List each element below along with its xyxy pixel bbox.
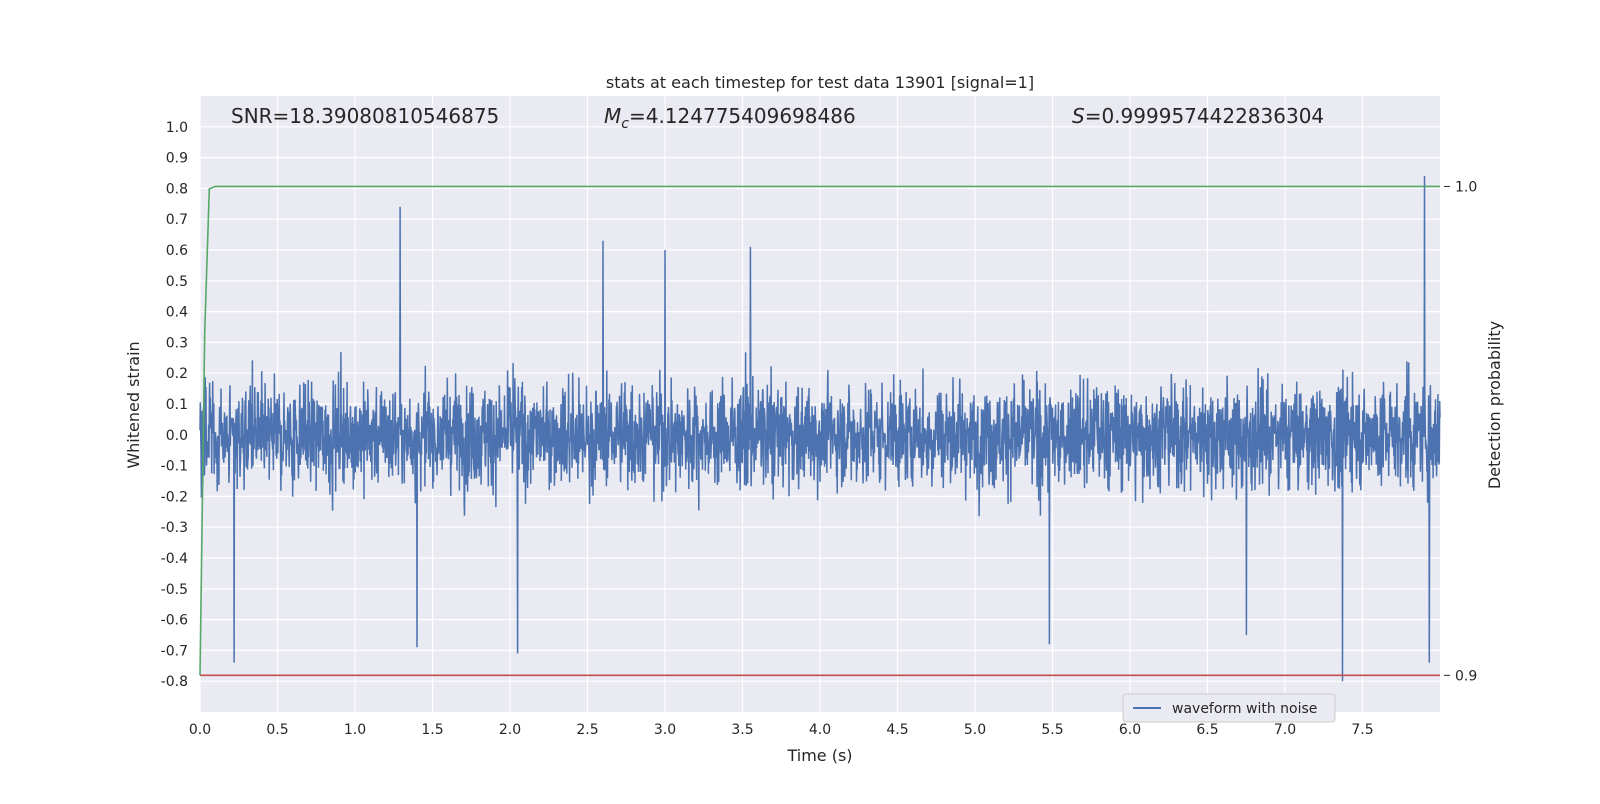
legend-label: waveform with noise <box>1172 701 1317 717</box>
y-tick-label: -0.7 <box>161 643 188 659</box>
x-tick-label: 0.5 <box>266 722 288 738</box>
x-ticks: 0.0 0.5 1.0 1.5 2.0 2.5 3.0 3.5 4.0 4.5 5.0 5.5 6.0 6… <box>189 722 1374 738</box>
x-tick-label: 2.5 <box>576 722 598 738</box>
x-axis-label: Time (s) <box>786 746 852 765</box>
waveform-line <box>199 176 1441 682</box>
legend: waveform with noise <box>1122 693 1336 723</box>
y-tick-label: 0.9 <box>166 151 188 167</box>
series-waveform <box>199 176 1441 682</box>
y2-ticks: 1.0 0.9 <box>1444 179 1477 684</box>
y-tick-label: 0.3 <box>166 335 188 351</box>
s-symbol: S <box>1072 104 1085 128</box>
y-tick-label: 0.4 <box>166 305 188 321</box>
y-tick-label: 0.7 <box>166 212 188 228</box>
y-tick-label: -0.1 <box>161 459 188 475</box>
y-tick-label: -0.2 <box>161 489 188 505</box>
y2-tick-label: 0.9 <box>1455 668 1477 684</box>
x-tick-label: 4.5 <box>886 722 908 738</box>
x-tick-label: 7.0 <box>1274 722 1296 738</box>
y-tick-label: 0.2 <box>166 366 188 382</box>
x-tick-label: 1.5 <box>421 722 443 738</box>
chirp-mass-subscript: c <box>621 116 629 132</box>
y-tick-label: 0.1 <box>166 397 188 413</box>
snr-annotation: SNR=18.39080810546875 <box>231 104 499 128</box>
y-tick-label: -0.6 <box>161 613 188 629</box>
x-tick-label: 1.0 <box>344 722 366 738</box>
y-tick-label: 1.0 <box>166 120 188 136</box>
x-tick-label: 5.0 <box>964 722 986 738</box>
x-tick-label: 0.0 <box>189 722 211 738</box>
y-tick-label: -0.5 <box>161 582 188 598</box>
chirp-mass-annotation: Mc=4.124775409698486 <box>604 104 856 132</box>
grid <box>199 96 1440 712</box>
x-tick-label: 4.0 <box>809 722 831 738</box>
s-value: =0.9999574422836304 <box>1085 104 1324 128</box>
x-tick-label: 3.5 <box>731 722 753 738</box>
detection-probability-line <box>199 185 1440 676</box>
y-tick-label: 0.8 <box>166 181 188 197</box>
chirp-mass-symbol: M <box>604 104 621 128</box>
legend-box <box>1122 693 1336 723</box>
x-tick-label: 2.0 <box>499 722 521 738</box>
y2-axis-label: Detection probability <box>1485 321 1504 489</box>
x-tick-label: 5.5 <box>1041 722 1063 738</box>
y-tick-label: -0.3 <box>161 520 188 536</box>
chart-title: stats at each timestep for test data 139… <box>606 73 1034 92</box>
x-tick-label: 7.5 <box>1351 722 1373 738</box>
series-probability <box>199 185 1440 677</box>
y2-tick-label: 1.0 <box>1455 179 1477 195</box>
chirp-mass-value: =4.124775409698486 <box>629 104 856 128</box>
y-axis-label: Whitened strain <box>124 341 143 468</box>
y-tick-label: 0.0 <box>166 428 188 444</box>
y-tick-label: 0.6 <box>166 243 188 259</box>
x-tick-label: 3.0 <box>654 722 676 738</box>
x-tick-label: 6.0 <box>1119 722 1141 738</box>
s-annotation: S=0.9999574422836304 <box>1072 104 1324 128</box>
y-tick-label: -0.8 <box>161 674 188 690</box>
y-tick-label: 0.5 <box>166 274 188 290</box>
y-tick-label: -0.4 <box>161 551 188 567</box>
x-tick-label: 6.5 <box>1196 722 1218 738</box>
y-ticks: 1.0 0.9 0.8 0.7 0.6 0.5 0.4 0.3 0.2 0.1 0.0 -0.1 -0.… <box>161 120 188 690</box>
